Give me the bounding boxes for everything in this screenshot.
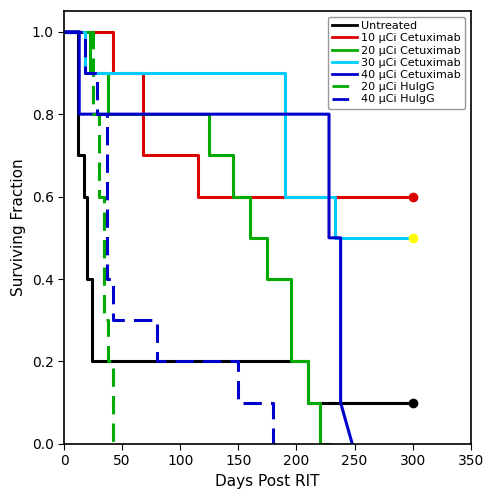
Y-axis label: Surviving Fraction: Surviving Fraction	[11, 158, 26, 296]
X-axis label: Days Post RIT: Days Post RIT	[215, 474, 320, 489]
Legend: Untreated, 10 μCi Cetuximab, 20 μCi Cetuximab, 30 μCi Cetuximab, 40 μCi Cetuxima: Untreated, 10 μCi Cetuximab, 20 μCi Cetu…	[328, 16, 465, 109]
